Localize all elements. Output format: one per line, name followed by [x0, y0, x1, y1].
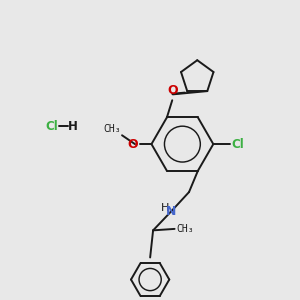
Text: O: O	[167, 84, 178, 97]
Text: N: N	[166, 205, 176, 218]
Text: CH₃: CH₃	[176, 224, 194, 234]
Text: Cl: Cl	[231, 138, 244, 151]
Text: O: O	[127, 138, 138, 151]
Text: Cl: Cl	[45, 120, 58, 133]
Text: CH₃: CH₃	[103, 124, 121, 134]
Text: H: H	[68, 120, 78, 133]
Text: H: H	[161, 203, 169, 213]
